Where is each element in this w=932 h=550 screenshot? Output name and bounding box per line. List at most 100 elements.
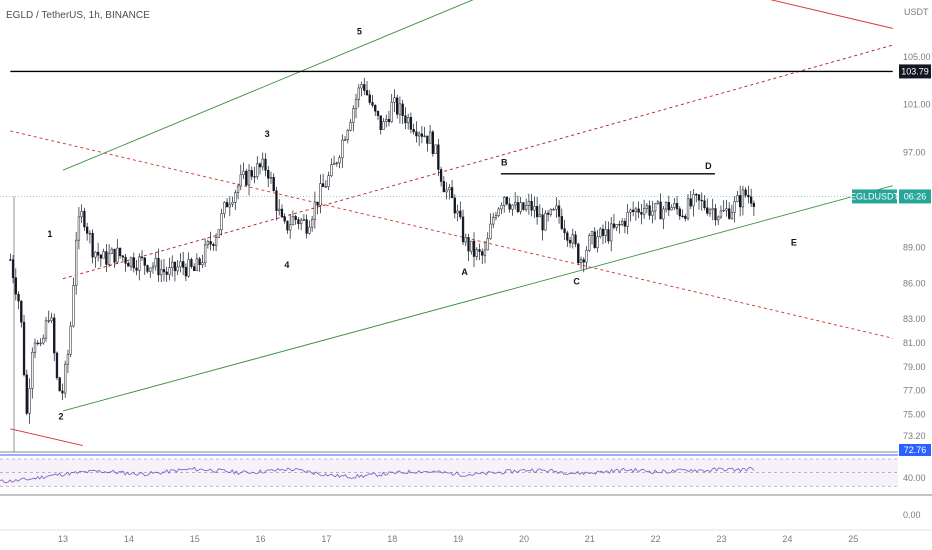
candle-body [138,256,141,271]
trend-line-lower-channel[interactable] [62,185,893,412]
candle-body [17,293,20,302]
candle-body [118,247,122,257]
candle-body [198,258,201,265]
candle-body [445,189,448,193]
candle-body [308,226,311,234]
wave-label[interactable]: 3 [265,129,270,139]
candle-body [530,200,533,211]
candle-body [165,271,168,275]
wave-label[interactable]: D [705,161,712,171]
candle-body [99,254,103,259]
candle-body [582,259,585,263]
candle-body [132,257,135,269]
candle-body [453,197,456,214]
candle-body [135,267,138,271]
candle-body [621,221,624,225]
candle-body [604,229,607,236]
candle-body [560,216,563,229]
x-tick-label: 15 [190,534,200,544]
x-tick-label: 22 [651,534,661,544]
candle-body [330,164,333,176]
candle-body [579,259,583,264]
candle-body [291,216,295,226]
candle-body [335,162,338,164]
candle-body [113,248,116,263]
candle-body [546,212,550,215]
candle-body [349,122,352,131]
candle-body [404,115,407,124]
candle-body [714,208,717,221]
wave-label[interactable]: B [501,157,508,167]
candle-body [577,243,580,264]
candle-body [242,170,245,176]
candle-body [365,90,369,96]
candle-body [398,103,402,115]
y-tick-label: 75.00 [903,410,926,420]
candle-body [110,248,113,254]
candle-body [662,208,665,220]
trend-line-red-top-right[interactable] [761,0,893,29]
candle-body [107,253,111,265]
candle-body [695,194,698,196]
wave-label[interactable]: 5 [357,26,362,36]
candles [9,77,756,424]
x-tick-label: 21 [585,534,595,544]
candle-body [102,251,105,259]
wave-label[interactable]: 4 [284,260,289,270]
symbol-title[interactable]: EGLD / TetherUS, 1h, BINANCE [6,10,150,21]
y-tick-label: 101.00 [903,100,931,110]
trend-line-upper-channel[interactable] [62,0,550,171]
candle-body [80,210,83,218]
candle-body [673,203,676,208]
candle-body [610,223,613,242]
candle-body [352,108,355,123]
candle-body [64,363,67,394]
trend-line-mid-channel[interactable] [62,44,893,280]
candle-body [538,214,542,218]
candle-body [160,269,163,276]
candle-body [651,210,654,216]
candle-body [338,157,341,164]
y-tick-label: 89.00 [903,243,926,253]
candle-body [535,206,539,218]
candle-body [686,198,690,219]
candle-body [283,216,286,222]
candle-body [420,133,424,137]
wave-label[interactable]: C [573,277,580,287]
trend-line-red-bottom-left[interactable] [10,428,83,446]
candle-body [503,196,506,206]
y-tick-label: 79.00 [903,362,926,372]
candle-body [58,377,61,392]
candle-body [267,169,270,179]
wave-label[interactable]: E [791,237,797,247]
candle-body [588,235,591,251]
candle-body [212,244,215,246]
x-tick-label: 20 [519,534,529,544]
price-axis[interactable]: 105.00 101.00 97.00 89.00 86.00 83.00 81.00 79.… [903,52,931,441]
candle-body [310,219,314,228]
time-axis[interactable]: 13 14 15 16 17 18 19 20 21 22 23 24 25 [58,534,858,544]
wave-label[interactable]: A [461,267,468,277]
wave-label[interactable]: 1 [47,229,52,239]
candle-body [187,259,190,277]
trend-line-descending-dashed[interactable] [10,130,893,339]
candle-body [645,205,649,209]
candle-body [286,220,289,231]
candle-body [522,202,525,210]
candle-body [91,232,94,258]
candle-body [206,241,210,246]
candle-body [431,131,435,154]
candle-body [127,263,130,267]
rsi-tick-label: 0.00 [903,510,921,520]
candle-body [697,194,701,201]
candle-body [214,237,218,246]
candle-body [511,204,514,210]
wave-label[interactable]: 2 [59,411,64,421]
candle-body [182,261,185,268]
candle-body [9,259,12,261]
price-tag-support-label: 72.76 [904,445,927,455]
candle-body [275,190,278,211]
y-tick-label: 97.00 [903,147,926,157]
candle-body [739,195,742,208]
